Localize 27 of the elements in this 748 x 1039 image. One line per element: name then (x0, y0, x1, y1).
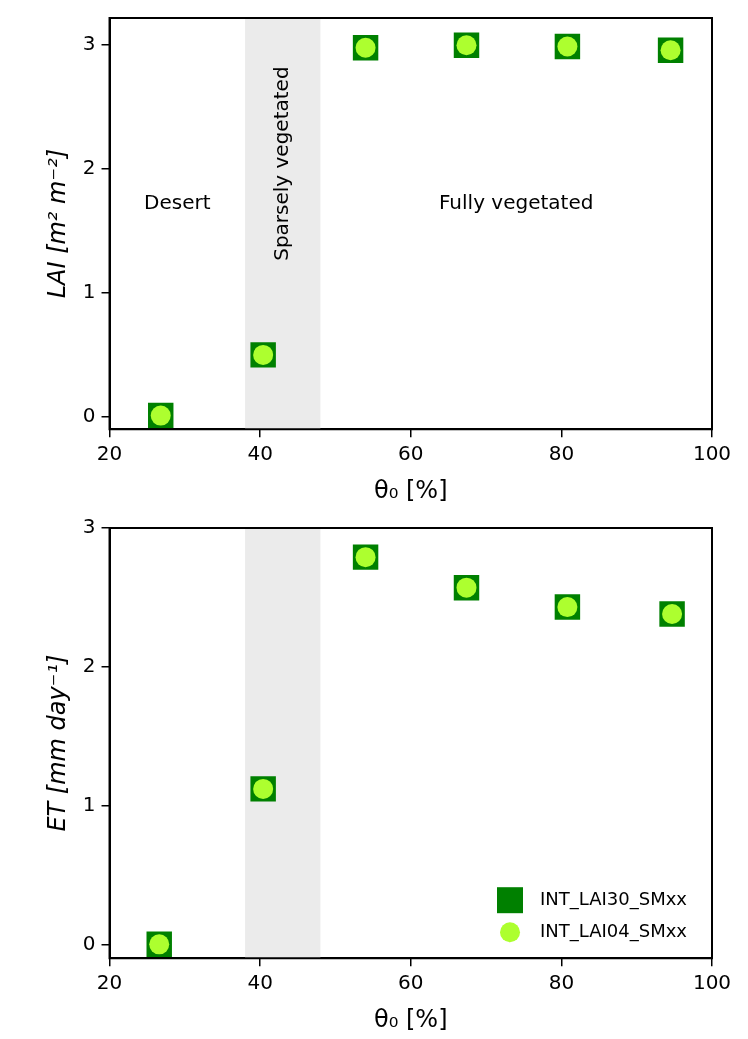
legend-label: INT_LAI04_SMxx (540, 919, 688, 942)
annotation: Desert (144, 189, 211, 214)
x-tick-label: 20 (96, 970, 123, 995)
x-tick-label: 100 (692, 970, 732, 995)
x-axis-title: θ₀ [%] (374, 475, 448, 504)
x-tick-label: 20 (96, 441, 123, 466)
band-label: Sparsely vegetated (268, 66, 293, 261)
y-tick-label: 2 (82, 155, 96, 180)
y-tick-label: 1 (82, 791, 96, 816)
x-tick-label: 80 (548, 970, 575, 995)
x-tick-label: 100 (692, 441, 732, 466)
x-tick-label: 40 (247, 441, 273, 466)
x-tick-label: 60 (398, 970, 424, 995)
y-tick-label: 3 (82, 514, 96, 539)
x-axis-title: θ₀ [%] (374, 1004, 448, 1033)
y-axis-title: ET [mm day⁻¹] (42, 654, 71, 832)
x-tick-label: 80 (548, 441, 575, 466)
x-tick-label: 60 (398, 441, 424, 466)
y-axis-title: LAI [m² m⁻²] (42, 148, 71, 299)
legend-label: INT_LAI30_SMxx (540, 887, 688, 910)
annotation: Fully vegetated (438, 189, 594, 214)
y-tick-label: 2 (82, 652, 96, 677)
y-tick-label: 3 (82, 31, 96, 56)
x-tick-label: 40 (247, 970, 273, 995)
y-tick-label: 1 (82, 279, 96, 304)
y-tick-label: 0 (82, 930, 96, 955)
y-tick-label: 0 (82, 403, 96, 428)
